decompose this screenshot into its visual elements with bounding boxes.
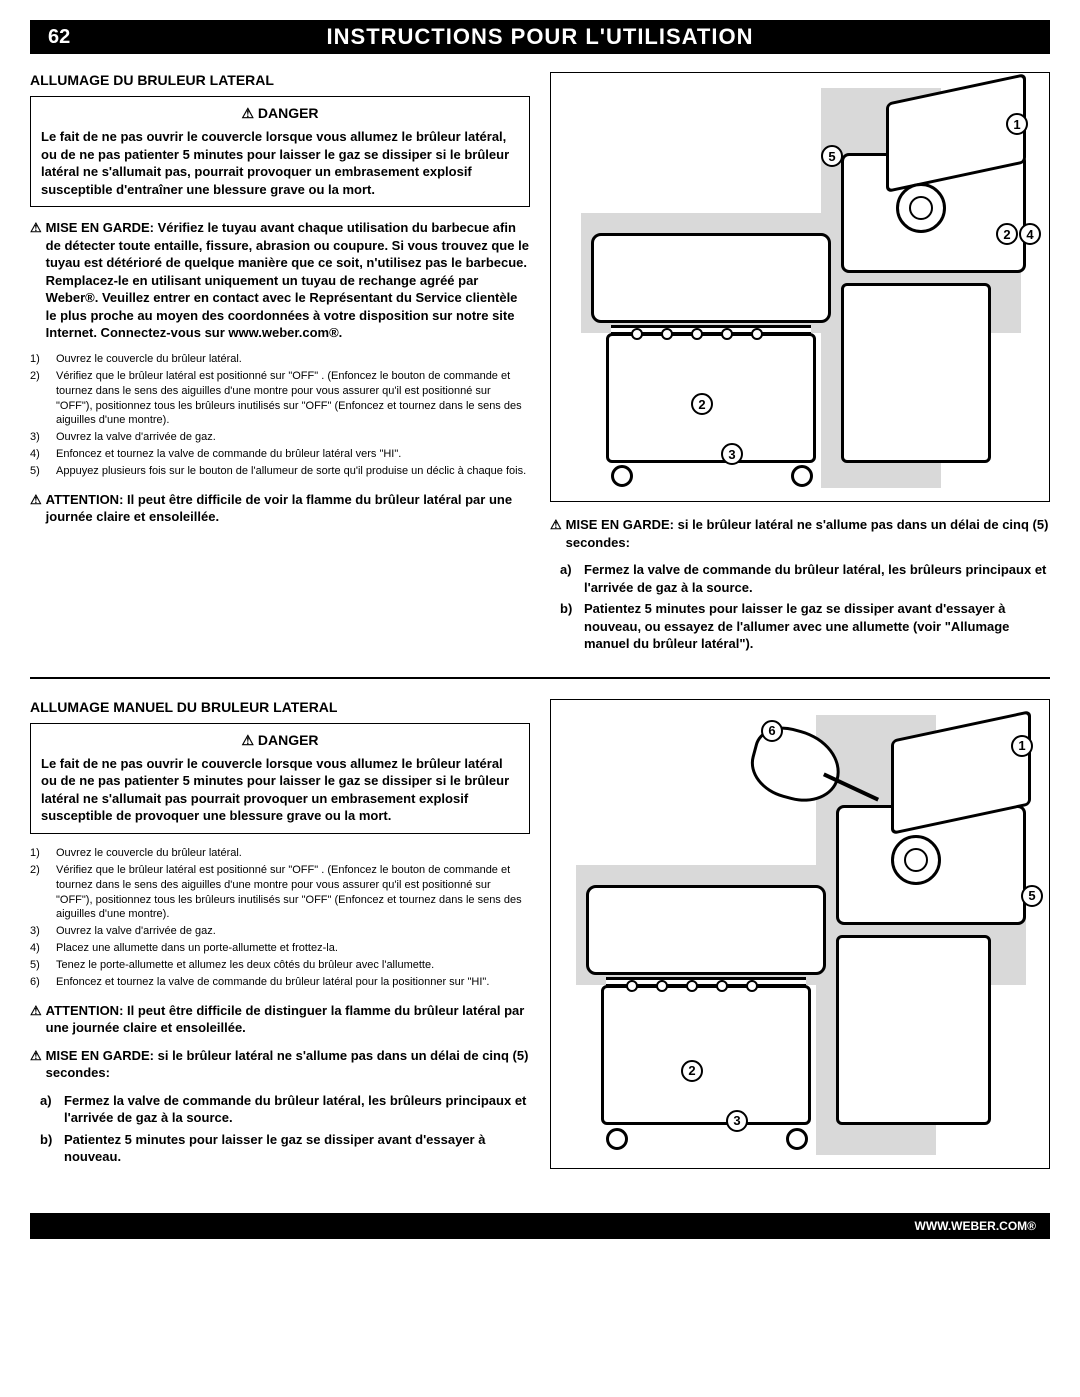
attention-1-text: ATTENTION: Il peut être difficile de voi… (46, 491, 530, 526)
list-item: 3)Ouvrez la valve d'arrivée de gaz. (30, 924, 530, 939)
callout-1: 1 (1006, 113, 1028, 135)
section-2-heading: ALLUMAGE MANUEL DU BRULEUR LATERAL (30, 699, 530, 715)
callout-6: 6 (761, 720, 783, 742)
list-item: 3)Ouvrez la valve d'arrivée de gaz. (30, 430, 530, 445)
steps-list-1: 1)Ouvrez le couvercle du brûleur latéral… (30, 352, 530, 479)
section-1: ALLUMAGE DU BRULEUR LATERAL ⚠ DANGER Le … (30, 72, 1050, 657)
list-item: 4)Enfoncez et tournez la valve de comman… (30, 447, 530, 462)
right-warning-1-text: MISE EN GARDE: si le brûleur latéral ne … (566, 516, 1050, 551)
mise-en-garde-2: ⚠ MISE EN GARDE: si le brûleur latéral n… (30, 1047, 530, 1082)
mise-en-garde-2-text: MISE EN GARDE: si le brûleur latéral ne … (46, 1047, 530, 1082)
sub-text: Fermez la valve de commande du brûleur l… (584, 561, 1050, 596)
right-warning-1: ⚠ MISE EN GARDE: si le brûleur latéral n… (550, 516, 1050, 551)
danger-label-2: ⚠ DANGER (41, 732, 519, 749)
list-item: 6)Enfoncez et tournez la valve de comman… (30, 975, 530, 990)
step-text: Placez une allumette dans un porte-allum… (56, 941, 338, 956)
list-item: 1)Ouvrez le couvercle du brûleur latéral… (30, 846, 530, 861)
list-item: b)Patientez 5 minutes pour laisser le ga… (30, 1131, 530, 1166)
section-2: ALLUMAGE MANUEL DU BRULEUR LATERAL ⚠ DAN… (30, 699, 1050, 1183)
list-item: 5)Appuyez plusieurs fois sur le bouton d… (30, 464, 530, 479)
steps-list-2: 1)Ouvrez le couvercle du brûleur latéral… (30, 846, 530, 990)
step-text: Ouvrez le couvercle du brûleur latéral. (56, 352, 242, 367)
callout-1: 1 (1011, 735, 1033, 757)
step-text: Vérifiez que le brûleur latéral est posi… (56, 863, 530, 922)
sub-text: Fermez la valve de commande du brûleur l… (64, 1092, 530, 1127)
section-1-heading: ALLUMAGE DU BRULEUR LATERAL (30, 72, 530, 88)
section-2-left: ALLUMAGE MANUEL DU BRULEUR LATERAL ⚠ DAN… (30, 699, 530, 1183)
callout-2b: 2 (996, 223, 1018, 245)
callout-3: 3 (726, 1110, 748, 1132)
sublist-2: a)Fermez la valve de commande du brûleur… (30, 1092, 530, 1166)
warning-icon: ⚠ (30, 1002, 42, 1037)
step-text: Enfoncez et tournez la valve de commande… (56, 447, 401, 462)
list-item: b)Patientez 5 minutes pour laisser le ga… (550, 600, 1050, 653)
list-item: 5)Tenez le porte-allumette et allumez le… (30, 958, 530, 973)
callout-2: 2 (681, 1060, 703, 1082)
section-1-right: 1 2 3 4 5 2 ⚠ MISE EN GARDE: si le brûle… (550, 72, 1050, 657)
sub-text: Patientez 5 minutes pour laisser le gaz … (584, 600, 1050, 653)
list-item: 1)Ouvrez le couvercle du brûleur latéral… (30, 352, 530, 367)
list-item: a)Fermez la valve de commande du brûleur… (550, 561, 1050, 596)
callout-3: 3 (721, 443, 743, 465)
step-text: Tenez le porte-allumette et allumez les … (56, 958, 434, 973)
right-sublist-1: a)Fermez la valve de commande du brûleur… (550, 561, 1050, 653)
attention-2-text: ATTENTION: Il peut être difficile de dis… (46, 1002, 530, 1037)
danger-box-2: ⚠ DANGER Le fait de ne pas ouvrir le cou… (30, 723, 530, 834)
page-number: 62 (30, 26, 90, 49)
section-divider (30, 677, 1050, 679)
step-text: Appuyez plusieurs fois sur le bouton de … (56, 464, 526, 479)
warning-icon: ⚠ (30, 491, 42, 526)
callout-4: 4 (1019, 223, 1041, 245)
danger-text-2: Le fait de ne pas ouvrir le couvercle lo… (41, 755, 519, 825)
step-text: Ouvrez le couvercle du brûleur latéral. (56, 846, 242, 861)
list-item: 4)Placez une allumette dans un porte-all… (30, 941, 530, 956)
danger-label-1: ⚠ DANGER (41, 105, 519, 122)
warning-icon: ⚠ (30, 219, 42, 342)
list-item: 2)Vérifiez que le brûleur latéral est po… (30, 863, 530, 922)
callout-2: 2 (691, 393, 713, 415)
header-title: INSTRUCTIONS POUR L'UTILISATION (90, 24, 1050, 50)
list-item: 2)Vérifiez que le brûleur latéral est po… (30, 369, 530, 428)
section-1-left: ALLUMAGE DU BRULEUR LATERAL ⚠ DANGER Le … (30, 72, 530, 657)
callout-5: 5 (821, 145, 843, 167)
illustration-1: 1 2 3 4 5 2 (550, 72, 1050, 502)
mise-en-garde-1-text: MISE EN GARDE: Vérifiez le tuyau avant c… (46, 219, 530, 342)
step-text: Enfoncez et tournez la valve de commande… (56, 975, 489, 990)
step-text: Ouvrez la valve d'arrivée de gaz. (56, 430, 216, 445)
warning-icon: ⚠ (30, 1047, 42, 1082)
danger-box-1: ⚠ DANGER Le fait de ne pas ouvrir le cou… (30, 96, 530, 207)
callout-5: 5 (1021, 885, 1043, 907)
mise-en-garde-1: ⚠ MISE EN GARDE: Vérifiez le tuyau avant… (30, 219, 530, 342)
warning-icon: ⚠ (550, 516, 562, 551)
page-header: 62 INSTRUCTIONS POUR L'UTILISATION (30, 20, 1050, 54)
step-text: Ouvrez la valve d'arrivée de gaz. (56, 924, 216, 939)
attention-1: ⚠ ATTENTION: Il peut être difficile de v… (30, 491, 530, 526)
step-text: Vérifiez que le brûleur latéral est posi… (56, 369, 530, 428)
illustration-2: 1 2 3 5 6 (550, 699, 1050, 1169)
footer-text: WWW.WEBER.COM® (915, 1219, 1037, 1233)
section-2-right: 1 2 3 5 6 (550, 699, 1050, 1183)
list-item: a)Fermez la valve de commande du brûleur… (30, 1092, 530, 1127)
danger-text-1: Le fait de ne pas ouvrir le couvercle lo… (41, 128, 519, 198)
footer-bar: WWW.WEBER.COM® (30, 1213, 1050, 1239)
sub-text: Patientez 5 minutes pour laisser le gaz … (64, 1131, 530, 1166)
attention-2: ⚠ ATTENTION: Il peut être difficile de d… (30, 1002, 530, 1037)
